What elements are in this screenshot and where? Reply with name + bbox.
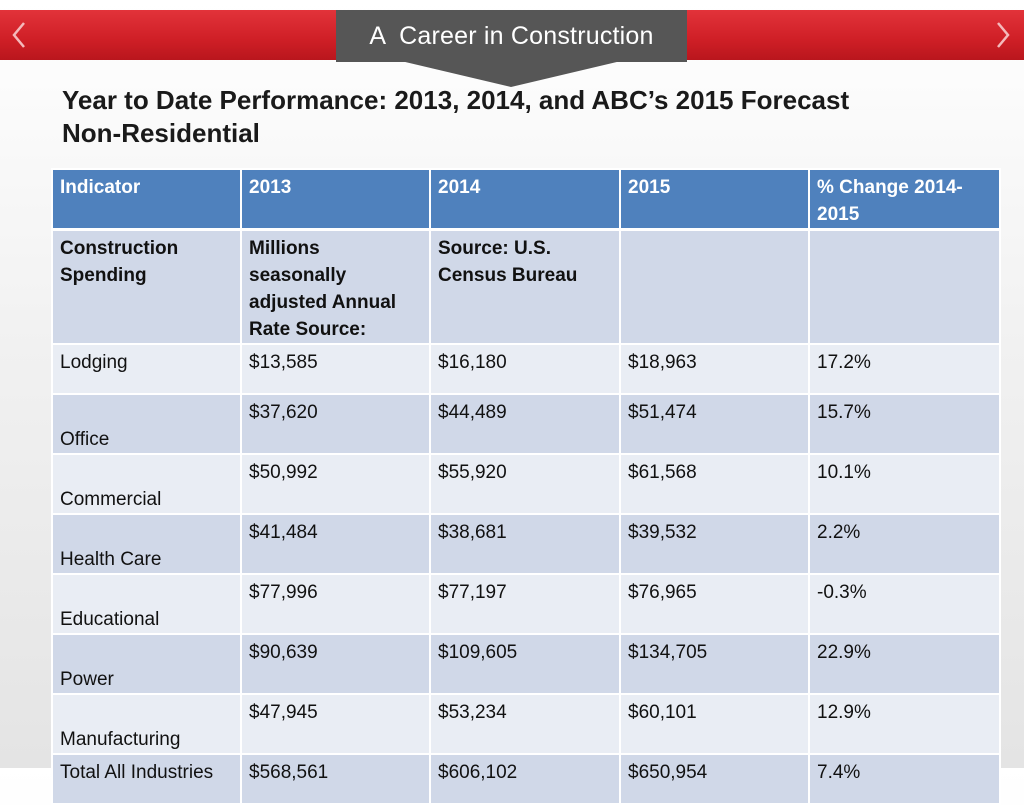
header-2014: 2014 [429, 168, 621, 231]
table-cell: 15.7% [808, 393, 1001, 455]
header-percent-change: % Change 2014-2015 [808, 168, 1001, 231]
header-2015: 2015 [619, 168, 810, 231]
table-cell-indicator: Educational [51, 573, 242, 635]
table-header-row: Indicator 2013 2014 2015 % Change 2014-2… [51, 168, 1001, 231]
table-row: Educational $77,996 $77,197 $76,965 -0.3… [51, 573, 1001, 635]
indicator-label: Power [60, 669, 114, 690]
indicator-label: Health Care [60, 549, 162, 570]
table-cell: 17.2% [808, 343, 1001, 395]
table-cell: 10.1% [808, 453, 1001, 515]
table-cell: $18,963 [619, 343, 810, 395]
performance-table: Indicator 2013 2014 2015 % Change 2014-2… [51, 168, 1001, 805]
table-cell [619, 228, 810, 345]
table-cell: 12.9% [808, 693, 1001, 755]
table-row: Lodging $13,585 $16,180 $18,963 17.2% [51, 343, 1001, 395]
title-tab-pointer [401, 61, 621, 87]
next-slide-button[interactable] [988, 10, 1018, 60]
table-cell: $51,474 [619, 393, 810, 455]
table-cell: $606,102 [429, 753, 621, 805]
table-cell: $60,101 [619, 693, 810, 755]
table-cell-indicator: Office [51, 393, 242, 455]
page-title-line-2: Non-Residential [62, 118, 260, 148]
indicator-label: Educational [60, 609, 160, 630]
header-title: A Career in Construction [336, 10, 687, 62]
table-cell: $650,954 [619, 753, 810, 805]
table-cell: $47,945 [240, 693, 431, 755]
table-row: Office $37,620 $44,489 $51,474 15.7% [51, 393, 1001, 455]
table-row: Manufacturing $47,945 $53,234 $60,101 12… [51, 693, 1001, 755]
table-cell: $44,489 [429, 393, 621, 455]
table-row: Health Care $41,484 $38,681 $39,532 2.2% [51, 513, 1001, 575]
table-cell: $109,605 [429, 633, 621, 695]
table-cell [808, 228, 1001, 345]
table-cell: Source: U.S. Census Bureau [429, 228, 621, 345]
table-cell: $77,197 [429, 573, 621, 635]
header-indicator: Indicator [51, 168, 242, 231]
table-cell: $41,484 [240, 513, 431, 575]
page-title-line-1: Year to Date Performance: 2013, 2014, an… [62, 85, 850, 115]
table-cell: $39,532 [619, 513, 810, 575]
table-cell-indicator: Commercial [51, 453, 242, 515]
table-cell-indicator: Power [51, 633, 242, 695]
table-cell: $61,568 [619, 453, 810, 515]
table-cell: $38,681 [429, 513, 621, 575]
table-row-note: Construction Spending Millions seasonall… [51, 228, 1001, 345]
table-cell: $568,561 [240, 753, 431, 805]
table-row: Commercial $50,992 $55,920 $61,568 10.1% [51, 453, 1001, 515]
table-cell: Millions seasonally adjusted Annual Rate… [240, 228, 431, 345]
table-cell: $53,234 [429, 693, 621, 755]
table-cell: 7.4% [808, 753, 1001, 805]
table-cell: $50,992 [240, 453, 431, 515]
prev-slide-button[interactable] [4, 10, 34, 60]
table-cell: $134,705 [619, 633, 810, 695]
chevron-right-icon [997, 22, 1010, 48]
header-2013: 2013 [240, 168, 431, 231]
table-cell-indicator: Lodging [51, 343, 242, 395]
table-cell: $76,965 [619, 573, 810, 635]
table-cell: 2.2% [808, 513, 1001, 575]
indicator-label: Commercial [60, 489, 162, 510]
table-cell: $16,180 [429, 343, 621, 395]
indicator-label: Office [60, 429, 110, 450]
table-row: Power $90,639 $109,605 $134,705 22.9% [51, 633, 1001, 695]
table-cell: $77,996 [240, 573, 431, 635]
table-cell: 22.9% [808, 633, 1001, 695]
table-cell: $37,620 [240, 393, 431, 455]
table-cell-indicator: Health Care [51, 513, 242, 575]
table-cell: -0.3% [808, 573, 1001, 635]
table-cell-indicator: Manufacturing [51, 693, 242, 755]
table-row-total: Total All Industries $568,561 $606,102 $… [51, 753, 1001, 805]
table-cell: $90,639 [240, 633, 431, 695]
table-cell-indicator: Total All Industries [51, 753, 242, 805]
chevron-left-icon [12, 22, 25, 48]
table-cell: Construction Spending [51, 228, 242, 345]
page-title: Year to Date Performance: 2013, 2014, an… [62, 84, 982, 150]
table-cell: $55,920 [429, 453, 621, 515]
table-cell: $13,585 [240, 343, 431, 395]
indicator-label: Manufacturing [60, 729, 181, 750]
